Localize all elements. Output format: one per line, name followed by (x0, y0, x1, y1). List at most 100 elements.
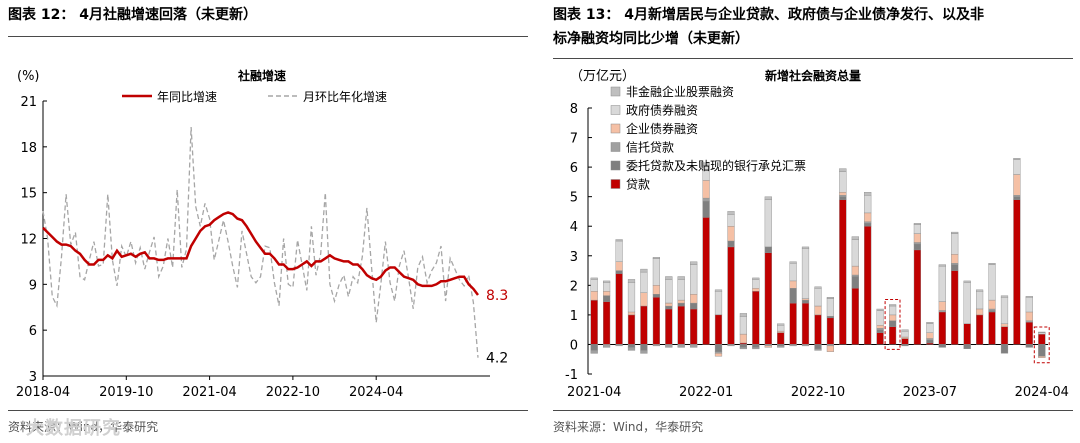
bar-segment (752, 344, 760, 348)
bar-segment (889, 304, 897, 307)
bar-segment (677, 302, 685, 307)
right-bar-chart: -1 0 1 2 3 4 5 6 7 8 2021-04 2022-01 2022-10 2023-07 2… (565, 68, 1069, 400)
y-axis-unit: （万亿元） (570, 69, 635, 84)
bar-segment (938, 311, 946, 345)
bar-segment (876, 325, 884, 329)
x-tick-label: 2024-04 (349, 385, 403, 400)
bar-segment (764, 246, 772, 253)
legend-label-yoy: 年同比增速 (157, 90, 217, 104)
bar-segment (951, 264, 959, 271)
right-source: 资料来源：Wind，华泰研究 (553, 420, 704, 434)
right-source-rule (553, 410, 1073, 411)
x-tick-label: 2019-10 (99, 385, 153, 400)
bar-segment (988, 262, 996, 265)
chart-title: 社融增速 (237, 68, 286, 83)
bar-segment (913, 224, 922, 234)
bar-segment (665, 302, 673, 307)
bar-segment (603, 280, 611, 283)
bar-segment (677, 299, 685, 304)
bar-segment (615, 270, 623, 274)
bar-segment (1025, 344, 1033, 348)
bar-segment (714, 290, 723, 315)
bar-segment (652, 285, 661, 295)
bar-segment (951, 262, 959, 265)
highlight-box (1033, 326, 1050, 364)
bar-segment (1038, 333, 1046, 345)
bar-segment (777, 344, 785, 347)
bar-segment (1038, 344, 1046, 357)
bar-segment (864, 223, 872, 227)
right-chart-title-line2: 标净融资均同比少增（未更新） (553, 31, 749, 47)
bar-segment (727, 344, 735, 347)
bar-segment (640, 344, 648, 351)
bar-segment (864, 225, 872, 345)
bar-segment (963, 344, 971, 349)
y-tick-label: 6 (29, 324, 37, 339)
bar-segment (1000, 323, 1009, 327)
bar-segment (690, 264, 698, 295)
bar-segment (814, 314, 822, 345)
bar-segment (727, 214, 735, 227)
bar-segment (739, 347, 748, 350)
bar-segment (814, 348, 822, 351)
bar-segment (1038, 356, 1046, 358)
bar-segment (777, 323, 785, 326)
bar-segment (752, 290, 760, 345)
bar-segment (913, 243, 922, 251)
bar-segment (938, 344, 946, 348)
bar-segment (889, 320, 897, 327)
bar-segment (677, 279, 685, 301)
bar-segment (789, 280, 797, 289)
bar-segment (739, 333, 748, 344)
bar-segment (901, 330, 909, 338)
legend-label: 贷款 (626, 178, 650, 192)
bar-segment (839, 171, 847, 193)
bar-segment (938, 265, 946, 302)
bar-segment (851, 288, 859, 345)
bar-segment (789, 261, 797, 264)
bar-segment (777, 330, 785, 333)
bar-segment (777, 332, 785, 345)
legend-label: 信托贷款 (626, 141, 674, 155)
bar-segment (801, 344, 810, 347)
bar-segment (777, 325, 785, 332)
bar-segment (727, 240, 735, 248)
bar-segment (665, 305, 673, 310)
legend-label-mom: 月环比年化增速 (303, 90, 387, 104)
bar-segment (777, 345, 785, 348)
bar-segment (826, 344, 835, 347)
bar-segment (801, 298, 810, 301)
bar-segment (826, 345, 835, 352)
bar-segment (826, 298, 835, 317)
bar-segment (876, 328, 884, 330)
y-tick-label: 18 (20, 141, 37, 156)
bar-segment (690, 261, 698, 265)
bar-segment (665, 276, 673, 280)
legend-swatch (610, 142, 621, 152)
bar-segment (677, 305, 685, 345)
bar-segment (913, 223, 922, 226)
bar-segment (714, 289, 723, 292)
left-line-chart: 3 6 9 12 15 18 21 2018-04 2019-10 2021-04 2022-10 2… (16, 68, 508, 400)
bar-segment (764, 345, 772, 348)
y-tick-label: 9 (29, 278, 37, 293)
y-tick-label: 0 (570, 338, 578, 353)
bar-segment (938, 310, 946, 313)
bar-segment (1025, 296, 1033, 313)
bar-segment (627, 282, 636, 313)
bar-segment (652, 344, 661, 347)
y-tick-label: 2 (570, 279, 578, 294)
bar-segment (615, 273, 623, 345)
bar-segment (615, 240, 623, 262)
bar-segment (851, 274, 859, 277)
bar-segment (590, 350, 598, 354)
bar-segment (864, 191, 872, 196)
series-line-yoy (42, 211, 479, 296)
bar-segment (976, 289, 984, 292)
bar-segment (1000, 296, 1009, 324)
x-tick-label: 2022-01 (679, 385, 733, 400)
bar-segment (789, 344, 797, 347)
bar-segment (665, 308, 673, 345)
bar-segment (702, 217, 710, 345)
y-tick-label: 15 (20, 187, 37, 202)
